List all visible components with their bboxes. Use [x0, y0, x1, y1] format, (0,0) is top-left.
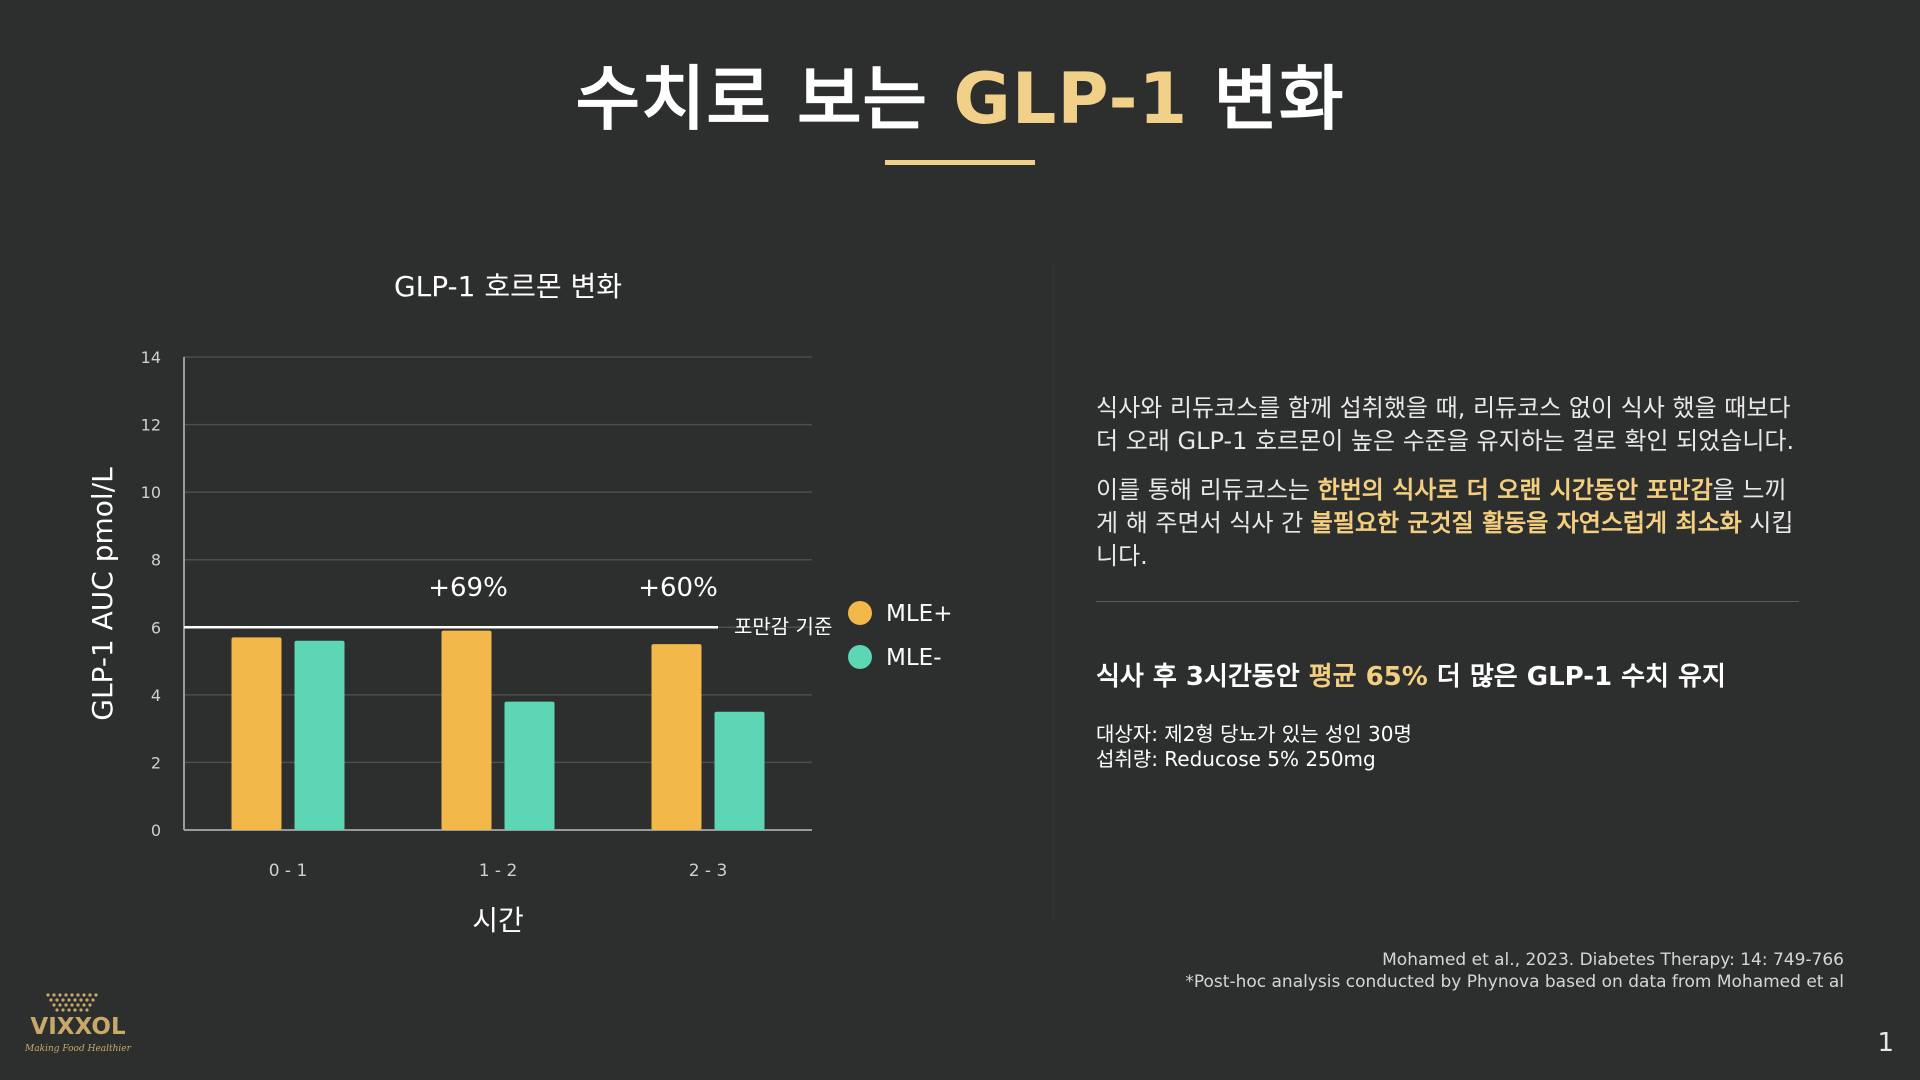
- chart-title: GLP-1 호르몬 변화: [394, 270, 622, 303]
- p2-text-a: 이를 통해 리듀코스는: [1096, 476, 1318, 504]
- legend-swatch: [848, 645, 872, 669]
- bar-mle: [441, 630, 492, 830]
- section-divider: [1096, 601, 1799, 602]
- description-panel: 식사와 리듀코스를 함께 섭취했을 때, 리듀코스 없이 식사 했을 때보다 더…: [1096, 392, 1806, 589]
- increase-annotation: +69%: [428, 573, 508, 603]
- y-tick-label: 6: [151, 618, 161, 637]
- citation-line-1: Mohamed et al., 2023. Diabetes Therapy: …: [1382, 950, 1844, 970]
- x-tick-label: 2 - 3: [689, 861, 728, 881]
- title-underline: [885, 160, 1035, 165]
- summary-statement: 식사 후 3시간동안 평균 65% 더 많은 GLP-1 수치 유지: [1096, 656, 1726, 693]
- description-paragraph-2: 이를 통해 리듀코스는 한번의 식사로 더 오랜 시간동안 포만감을 느끼게 해…: [1096, 474, 1806, 573]
- study-meta: 대상자: 제2형 당뇨가 있는 성인 30명 섭취량: Reducose 5% …: [1096, 722, 1412, 772]
- y-tick-label: 8: [151, 551, 161, 570]
- summary-text-b: 더 많은 GLP-1 수치 유지: [1427, 662, 1726, 692]
- citation-line-2: *Post-hoc analysis conducted by Phynova …: [1185, 972, 1844, 992]
- study-dose: 섭취량: Reducose 5% 250mg: [1096, 747, 1376, 771]
- logo-dot-pattern: [46, 993, 98, 1012]
- glp1-bar-chart: GLP-1 호르몬 변화 0 2 4 6 8 10 12 14 포만감 기준 +69% +60% 0 -…: [86, 270, 952, 937]
- description-paragraph-1: 식사와 리듀코스를 함께 섭취했을 때, 리듀코스 없이 식사 했을 때보다 더…: [1096, 394, 1795, 455]
- legend-label: MLE-: [886, 645, 942, 671]
- bar-mle: [651, 644, 702, 830]
- y-axis-title: GLP-1 AUC pmol/L: [86, 467, 119, 721]
- title-part1: 수치로 보는: [575, 58, 954, 140]
- legend-label: MLE+: [886, 601, 952, 627]
- legend-swatch: [848, 601, 872, 625]
- y-tick-label: 14: [141, 348, 161, 367]
- p2-highlight-1: 한번의 식사로 더 오랜 시간동안 포만감: [1317, 476, 1713, 504]
- panel-divider: [1053, 260, 1054, 920]
- increase-annotation: +60%: [638, 573, 718, 603]
- study-subjects: 대상자: 제2형 당뇨가 있는 성인 30명: [1096, 722, 1412, 746]
- y-tick-label: 2: [151, 753, 161, 772]
- title-accent: GLP-1: [953, 58, 1189, 140]
- reference-line-label: 포만감 기준: [734, 614, 832, 638]
- p2-text-c: 시킵니다.: [1096, 509, 1794, 570]
- page-number: 1: [1877, 1028, 1894, 1058]
- bar-mle: [294, 640, 345, 830]
- summary-text-a: 식사 후 3시간동안: [1096, 662, 1309, 692]
- bar-mle: [504, 701, 555, 830]
- page-title: 수치로 보는 GLP-1 변화: [0, 58, 1920, 140]
- y-tick-label: 0: [151, 821, 161, 840]
- logo-tagline: Making Food Healthier: [24, 1044, 132, 1054]
- x-axis-title: 시간: [472, 904, 524, 937]
- citation: Mohamed et al., 2023. Diabetes Therapy: …: [1185, 949, 1844, 993]
- p2-highlight-2: 불필요한 군것질 활동을 자연스럽게 최소화: [1310, 509, 1742, 537]
- x-tick-label: 0 - 1: [269, 861, 308, 881]
- summary-highlight: 평균 65%: [1308, 662, 1428, 692]
- y-tick-label: 12: [141, 416, 161, 435]
- x-tick-label: 1 - 2: [479, 861, 518, 881]
- y-tick-label: 4: [151, 686, 161, 705]
- vixxol-logo: VIXXOL Making Food Healthier: [24, 993, 132, 1054]
- bar-mle: [231, 637, 282, 830]
- bar-mle: [714, 711, 765, 830]
- logo-wordmark: VIXXOL: [30, 1014, 126, 1040]
- title-part2: 변화: [1188, 58, 1345, 140]
- y-tick-label: 10: [141, 483, 161, 502]
- p2-text-b: 을 느끼게 해 주면서 식사 간: [1096, 476, 1787, 537]
